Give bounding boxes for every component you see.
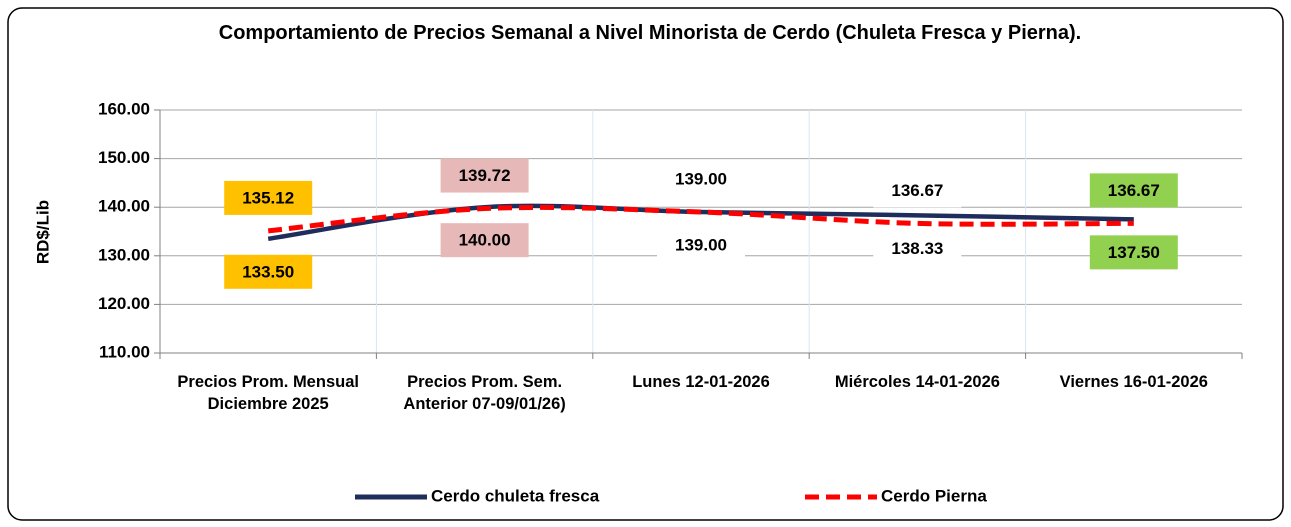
- series-line: [267, 204, 1134, 234]
- data-label: 136.67: [891, 181, 943, 200]
- x-tick-label: Precios Prom. Sem. Anterior 07-09/01/26): [403, 373, 566, 413]
- data-label: 136.67: [1108, 181, 1160, 200]
- data-label-bg: [873, 231, 962, 266]
- y-tick-label: 120.00: [98, 294, 150, 313]
- y-tick-label: 130.00: [98, 245, 150, 264]
- y-tick-label: 150.00: [98, 148, 150, 167]
- x-label-box: Viernes 16-01-2026: [1059, 373, 1208, 391]
- x-label-box: Lunes 12-01-2026: [632, 373, 770, 391]
- data-label: 135.12: [242, 188, 294, 207]
- x-tick-label: Miércoles 14-01-2026: [834, 373, 1000, 391]
- chart-border: [7, 7, 1284, 521]
- y-tick-label: 110.00: [99, 342, 150, 361]
- data-label-bg: [657, 162, 745, 197]
- y-tick-label: 140.00: [98, 197, 150, 216]
- chart-title: Comportamiento de Precios Semanal a Nive…: [218, 22, 1082, 44]
- data-label-bg: [1089, 173, 1178, 208]
- data-label-bg: [873, 173, 962, 208]
- data-label: 139.00: [675, 170, 727, 189]
- x-label-box: Miércoles 14-01-2026: [834, 373, 1000, 391]
- series-line: [267, 203, 1134, 242]
- data-label-bg: [224, 180, 313, 215]
- title-box: Comportamiento de Precios Semanal a Nive…: [218, 22, 1082, 44]
- x-tick-label: Viernes 16-01-2026: [1059, 373, 1208, 391]
- data-label: 137.50: [1108, 243, 1160, 262]
- x-tick-label: Precios Prom. Mensual Diciembre 2025: [177, 373, 359, 413]
- data-label: 133.50: [242, 262, 294, 281]
- data-label: 140.00: [459, 231, 511, 250]
- data-label-bg: [440, 158, 529, 193]
- data-label: 139.72: [459, 166, 511, 185]
- data-label-bg: [224, 254, 313, 289]
- x-label-box: Precios Prom. Mensual Diciembre 2025: [177, 373, 359, 413]
- y-tick-label: 160.00: [98, 99, 150, 118]
- data-label-bg: [440, 223, 529, 258]
- data-label: 139.00: [675, 236, 727, 255]
- legend-label: Cerdo Pierna: [881, 486, 987, 505]
- data-label-bg: [1089, 235, 1178, 270]
- legend-label: Cerdo chuleta fresca: [431, 486, 600, 505]
- y-axis-label: RD$/Lib: [33, 200, 52, 264]
- x-label-box: Precios Prom. Sem. Anterior 07-09/01/26): [403, 373, 566, 413]
- x-tick-label: Lunes 12-01-2026: [632, 373, 770, 391]
- data-label: 138.33: [891, 239, 943, 258]
- data-label-bg: [657, 228, 745, 263]
